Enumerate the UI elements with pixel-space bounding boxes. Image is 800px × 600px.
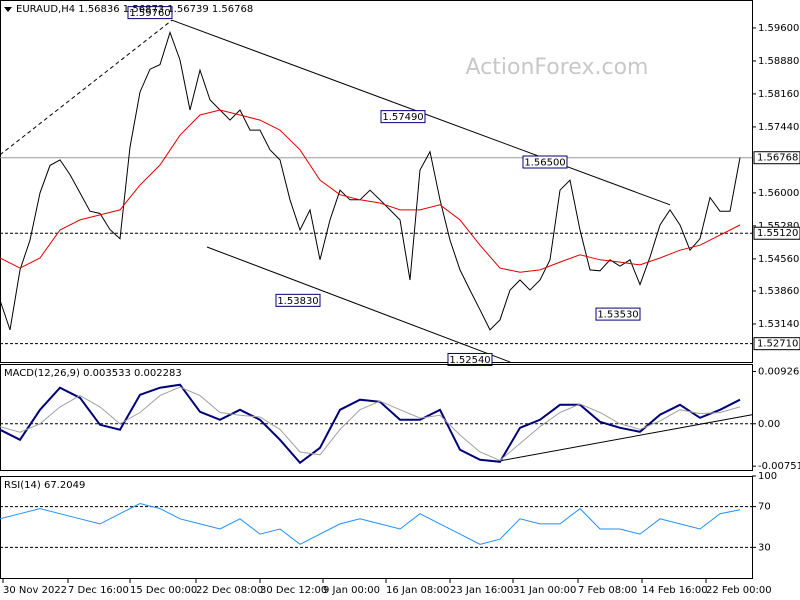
menu-icon (4, 7, 12, 12)
level-label-box (753, 151, 800, 165)
panel-frame (0, 476, 753, 579)
y-tick-label: 30 (758, 542, 771, 553)
x-tick-label: 30 Nov 2022 (3, 585, 67, 596)
series-line (0, 386, 741, 461)
x-tick-label: 7 Dec 16:00 (68, 585, 129, 596)
x-tick-label: 9 Jan 00:00 (323, 585, 380, 596)
annotation-label: 1.57490 (382, 112, 423, 123)
panel-frame (0, 0, 753, 363)
watermark: ActionForex.com (466, 55, 649, 80)
y-tick-label: 1.53860 (758, 286, 799, 297)
level-label: 1.55120 (757, 228, 798, 239)
series-line (0, 383, 741, 465)
annotation-box (380, 110, 426, 124)
x-tick-label: 14 Feb 16:00 (642, 585, 708, 596)
y-tick-label: 1.53140 (758, 319, 799, 330)
panel-title: EURAUD,H4 1.56836 1.56873 1.56739 1.5676… (16, 4, 253, 15)
x-tick-label: 7 Feb 08:00 (578, 585, 637, 596)
y-tick-label: 0.00 (758, 419, 780, 430)
annotation-box (522, 155, 568, 169)
x-tick-label: 22 Dec 08:00 (196, 585, 263, 596)
y-tick-label: 1.59600 (758, 23, 799, 34)
x-tick-label: 22 Feb 00:00 (706, 585, 772, 596)
y-tick-label: 1.55280 (758, 221, 799, 232)
y-tick-label: 1.58880 (758, 56, 799, 67)
annotation-label: 1.52540 (449, 355, 490, 366)
annotation-label: 1.53830 (277, 296, 318, 307)
annotation-box (275, 293, 321, 307)
y-tick-label: 1.58160 (758, 89, 799, 100)
y-tick-label: -0.007517 (758, 461, 800, 472)
panel-title: RSI(14) 67.2049 (4, 480, 85, 491)
trendline (206, 246, 511, 363)
series-line (0, 30, 741, 331)
level-label: 1.56768 (757, 153, 798, 164)
x-tick-label: 31 Jan 00:00 (513, 585, 576, 596)
y-tick-label: 70 (758, 502, 771, 513)
panel-frame (0, 364, 753, 471)
y-tick-label: 1.57440 (758, 122, 799, 133)
series-line (0, 502, 741, 545)
trendline (0, 19, 173, 156)
x-tick-label: 15 Dec 00:00 (130, 585, 197, 596)
annotation-box (127, 6, 173, 20)
y-tick-label: 100 (758, 471, 777, 482)
y-tick-label: 0.009263 (758, 367, 800, 378)
x-tick-label: 23 Jan 16:00 (450, 585, 513, 596)
level-label: 1.52710 (757, 339, 798, 350)
x-tick-label: 16 Jan 08:00 (386, 585, 449, 596)
trendline (494, 414, 753, 463)
panel-title: MACD(12,26,9) 0.003533 0.002283 (4, 368, 182, 379)
level-label-box (753, 337, 800, 351)
annotation-label: 1.59760 (129, 8, 170, 19)
level-label-box (753, 226, 800, 240)
annotation-box (595, 307, 641, 321)
y-tick-label: 1.54560 (758, 254, 799, 265)
annotation-label: 1.53530 (597, 310, 638, 321)
annotation-box (447, 352, 493, 366)
y-tick-label: 1.56000 (758, 188, 799, 199)
x-tick-label: 30 Dec 12:00 (260, 585, 327, 596)
series-line (0, 109, 741, 273)
annotation-label: 1.56500 (524, 158, 565, 169)
